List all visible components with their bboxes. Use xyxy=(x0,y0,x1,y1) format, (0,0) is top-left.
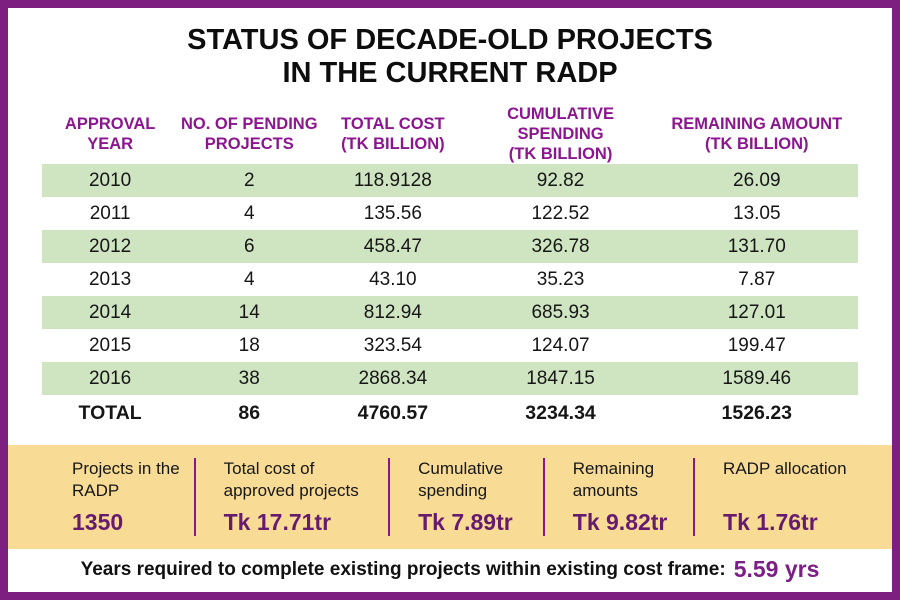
table-row-2013: 2013 4 43.10 35.23 7.87 xyxy=(42,263,858,296)
cell-cumulative: 124.07 xyxy=(531,334,590,356)
cell-remaining: 7.87 xyxy=(738,268,776,290)
cell-pending: 38 xyxy=(238,367,260,389)
cell-total-cost: 458.47 xyxy=(363,235,422,257)
cell-remaining: 127.01 xyxy=(727,301,786,323)
cell-cumulative: 122.52 xyxy=(531,202,590,224)
cell-year: 2012 xyxy=(88,235,132,257)
cell-total-cost: 2868.34 xyxy=(358,367,428,389)
cell-cumulative: 1847.15 xyxy=(526,367,595,389)
header-text: APPROVAL xyxy=(64,115,156,133)
header-pending-projects: NO. OF PENDING PROJECTS xyxy=(178,114,320,154)
footer-value: 5.59 yrs xyxy=(733,556,820,582)
stat-total-cost-approved: Total cost of approved projects Tk 17.71… xyxy=(193,458,388,536)
cell-remaining: 1526.23 xyxy=(721,402,793,424)
cell-total-cost: 118.9128 xyxy=(353,169,432,191)
stat-radp-allocation: RADP allocation Tk 1.76tr xyxy=(693,458,892,536)
header-text: (TK BILLION) xyxy=(704,135,809,153)
header-text: PROJECTS xyxy=(204,135,294,153)
stat-remaining-amounts: Remaining amounts Tk 9.82tr xyxy=(542,458,693,536)
title-line-1: STATUS OF DECADE-OLD PROJECTS xyxy=(187,24,713,56)
stat-value: Tk 1.76tr xyxy=(723,509,818,535)
stat-label: Cumulative spending xyxy=(418,459,504,500)
cell-pending: 86 xyxy=(238,402,261,424)
cell-cumulative: 326.78 xyxy=(531,235,590,257)
table-row-2015: 2015 18 323.54 124.07 199.47 xyxy=(42,329,858,362)
cell-pending: 18 xyxy=(238,334,260,356)
table-header-row: APPROVAL YEAR NO. OF PENDING PROJECTS TO… xyxy=(42,104,858,164)
stat-label: RADP allocation xyxy=(723,459,847,478)
stat-value: 1350 xyxy=(72,509,124,535)
cell-cumulative: 3234.34 xyxy=(525,402,596,424)
footer-text: Years required to complete existing proj… xyxy=(80,558,726,580)
cell-total-cost: 4760.57 xyxy=(357,402,429,424)
header-text: NO. OF PENDING xyxy=(180,115,318,133)
table-row-2011: 2011 4 135.56 122.52 13.05 xyxy=(42,197,858,230)
stat-cumulative-spending: Cumulative spending Tk 7.89tr xyxy=(388,458,543,536)
table-row-total: TOTAL 86 4760.57 3234.34 1526.23 xyxy=(42,395,858,432)
stat-label: Total cost of approved projects xyxy=(223,459,359,500)
header-remaining-amount: REMAINING AMOUNT (TK BILLION) xyxy=(656,114,858,154)
projects-table: APPROVAL YEAR NO. OF PENDING PROJECTS TO… xyxy=(42,104,858,432)
header-approval-year: APPROVAL YEAR xyxy=(42,114,178,154)
header-cumulative-spending: CUMULATIVE SPENDING (TK BILLION) xyxy=(465,104,655,164)
header-text: (TK BILLION) xyxy=(508,145,613,163)
header-text: YEAR xyxy=(87,135,134,153)
cell-pending: 4 xyxy=(243,202,255,224)
cell-total-cost: 43.10 xyxy=(369,268,417,290)
stat-value: Tk 17.71tr xyxy=(223,509,332,535)
cell-year: 2013 xyxy=(88,268,132,290)
cell-cumulative: 685.93 xyxy=(531,301,590,323)
cell-remaining: 131.70 xyxy=(727,235,786,257)
table-row-2010: 2010 2 118.9128 92.82 26.09 xyxy=(42,164,858,197)
stat-label: Remaining amounts xyxy=(572,459,655,500)
table-row-2012: 2012 6 458.47 326.78 131.70 xyxy=(42,230,858,263)
cell-remaining: 13.05 xyxy=(733,202,781,224)
cell-year: 2014 xyxy=(88,301,132,323)
cell-cumulative: 92.82 xyxy=(536,169,585,191)
cell-pending: 14 xyxy=(238,301,260,323)
cell-year: 2010 xyxy=(88,169,132,191)
header-total-cost: TOTAL COST (TK BILLION) xyxy=(320,114,465,154)
cell-pending: 6 xyxy=(243,235,255,257)
cell-remaining: 199.47 xyxy=(727,334,786,356)
table-row-2016: 2016 38 2868.34 1847.15 1589.46 xyxy=(42,362,858,395)
table-row-2014: 2014 14 812.94 685.93 127.01 xyxy=(42,296,858,329)
cell-total-cost: 812.94 xyxy=(363,301,422,323)
cell-total-cost: 323.54 xyxy=(363,334,422,356)
cell-cumulative: 35.23 xyxy=(536,268,585,290)
stat-label: Projects in the RADP xyxy=(72,459,180,500)
page-title: STATUS OF DECADE-OLD PROJECTS IN THE CUR… xyxy=(8,8,892,98)
cell-year: 2015 xyxy=(88,334,132,356)
cell-year: 2011 xyxy=(89,202,131,224)
header-text: TOTAL COST xyxy=(341,115,445,133)
header-text: CUMULATIVE SPENDING xyxy=(507,105,614,143)
header-text: (TK BILLION) xyxy=(341,135,445,153)
cell-remaining: 26.09 xyxy=(733,169,781,191)
cell-year: 2016 xyxy=(88,367,132,389)
cell-remaining: 1589.46 xyxy=(722,367,792,389)
stat-projects-in-radp: Projects in the RADP 1350 xyxy=(8,458,194,536)
header-text: REMAINING AMOUNT xyxy=(671,115,843,133)
cell-total-cost: 135.56 xyxy=(363,202,422,224)
title-line-2: IN THE CURRENT RADP xyxy=(282,57,618,89)
stat-value: Tk 9.82tr xyxy=(572,509,668,535)
cell-total-label: TOTAL xyxy=(78,402,142,424)
footer-note: Years required to complete existing proj… xyxy=(8,549,892,592)
cell-pending: 4 xyxy=(243,268,255,290)
summary-band: Projects in the RADP 1350 Total cost of … xyxy=(8,445,892,549)
stat-value: Tk 7.89tr xyxy=(418,509,513,535)
cell-pending: 2 xyxy=(243,169,255,191)
